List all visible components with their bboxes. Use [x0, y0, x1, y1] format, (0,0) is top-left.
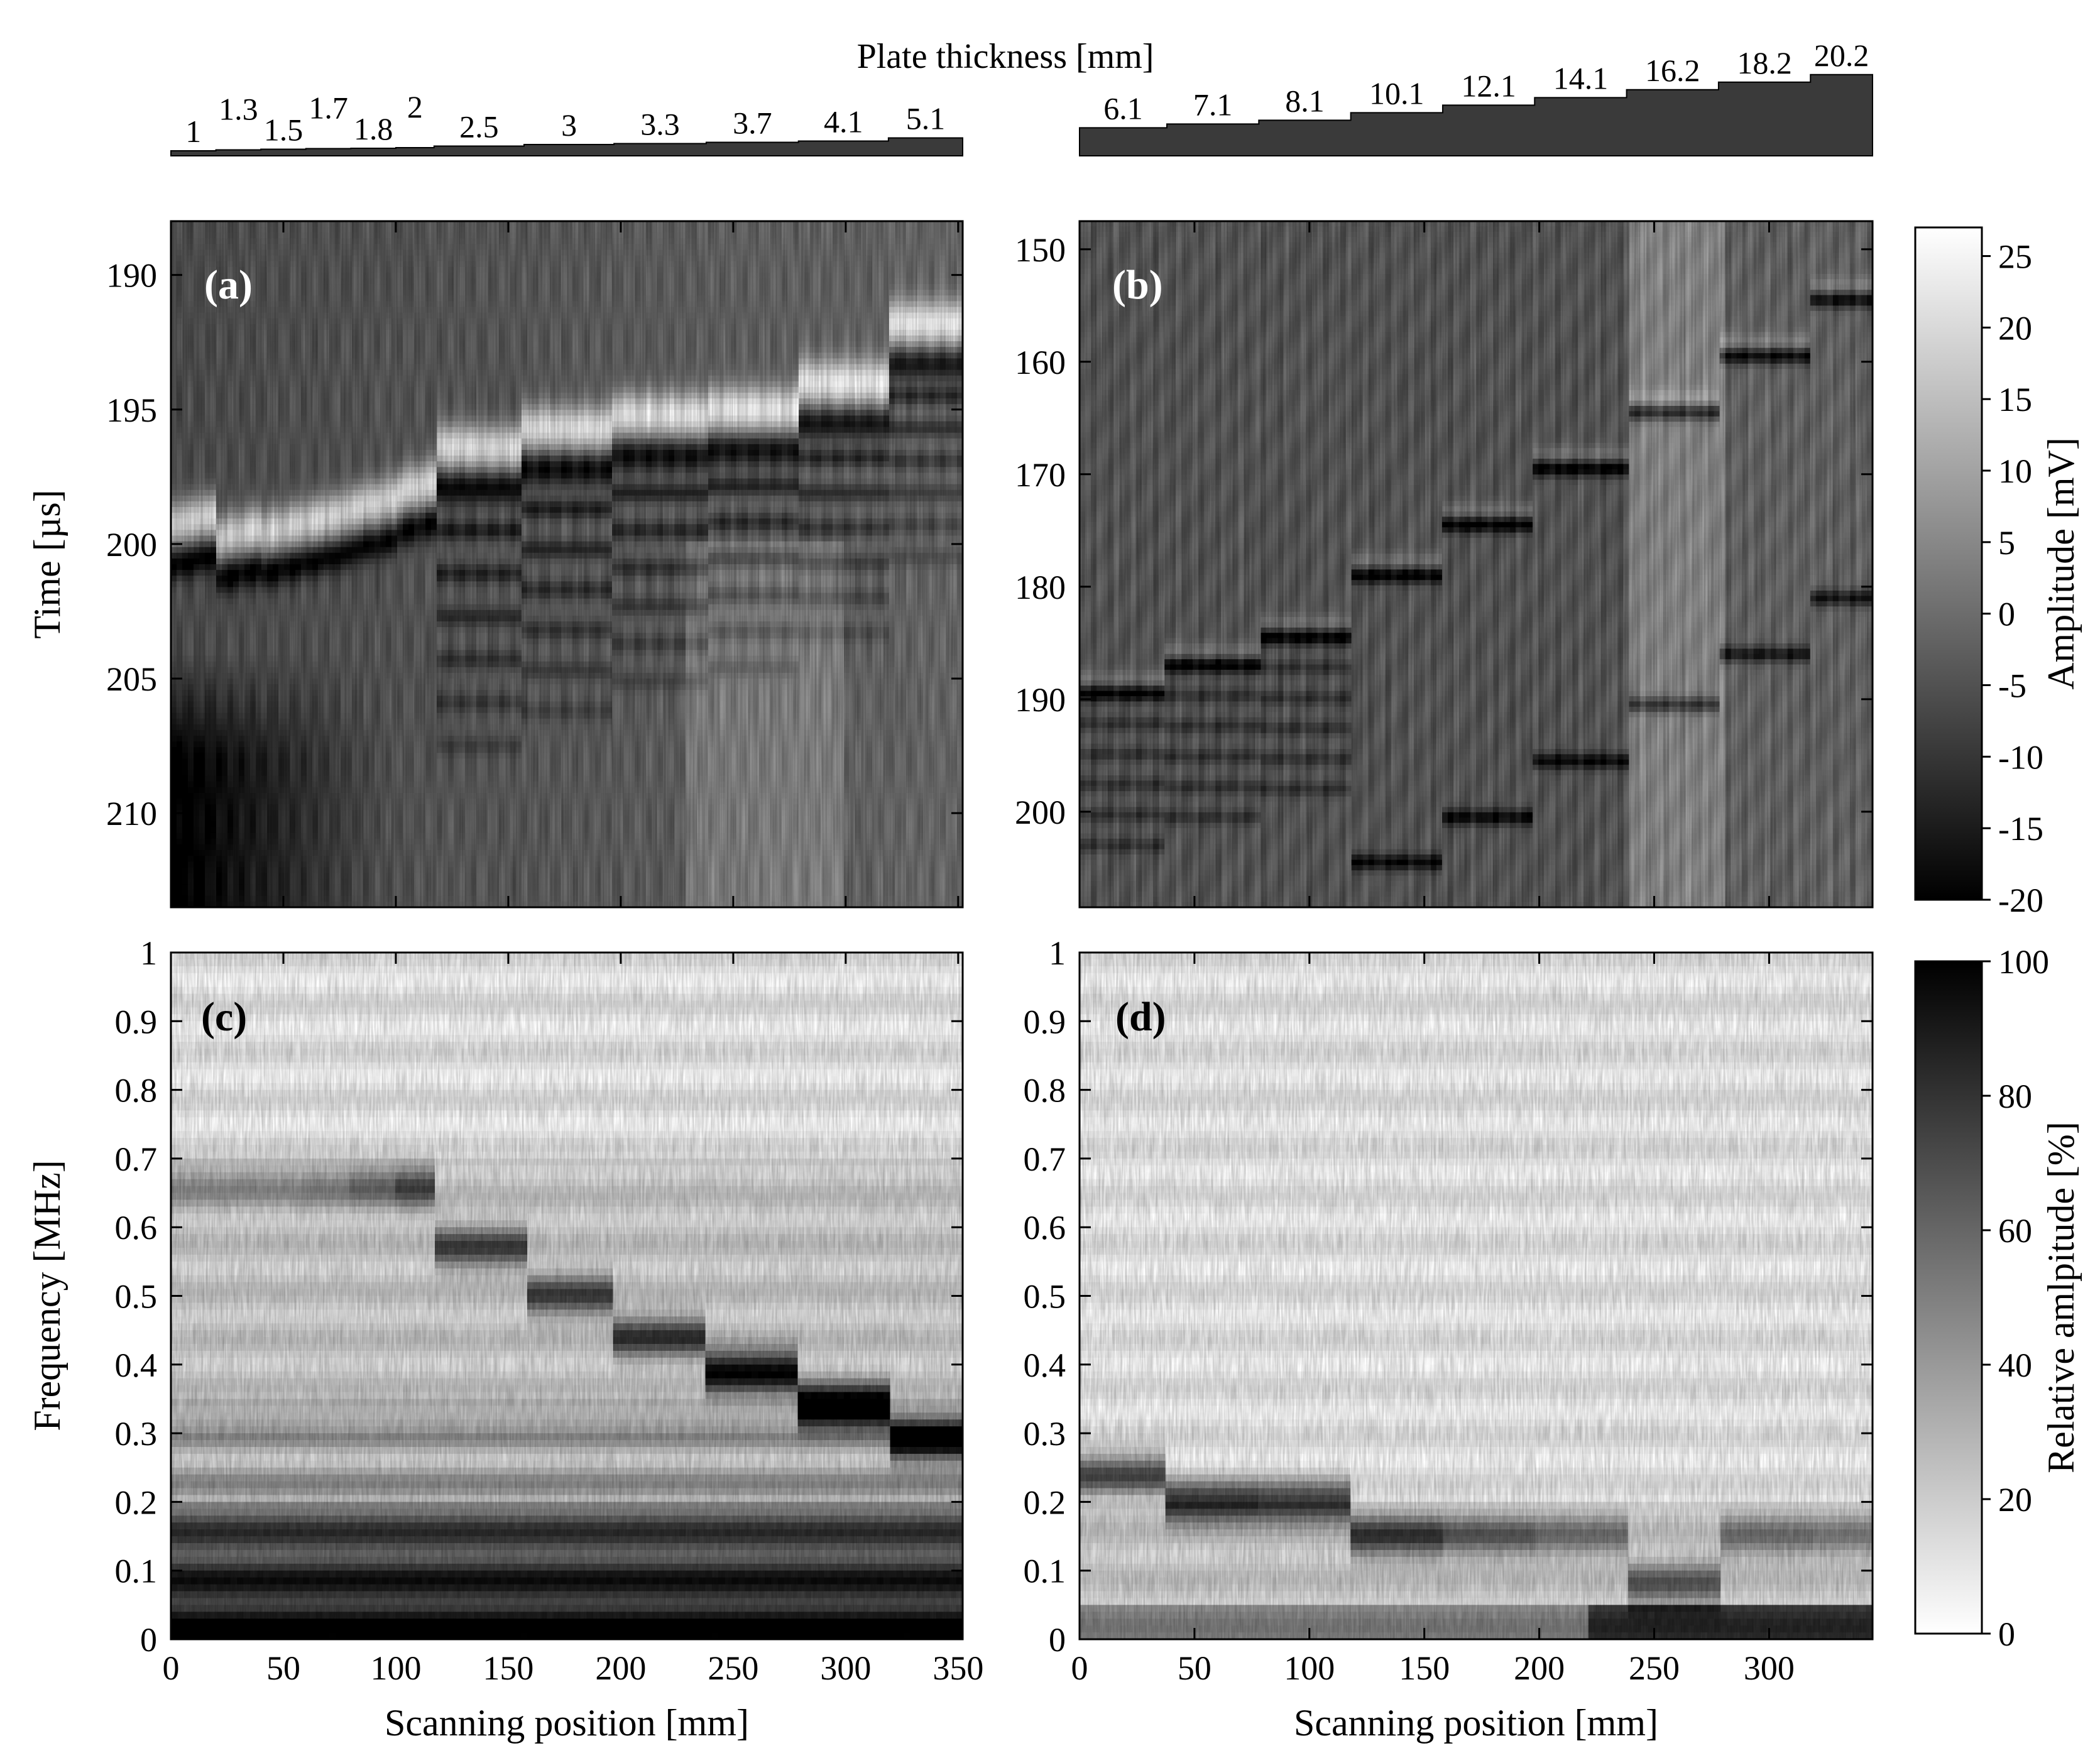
- thickness-label: 12.1: [1461, 68, 1516, 103]
- thickness-title: Plate thickness [mm]: [857, 37, 1154, 76]
- thickness-label: 14.1: [1553, 60, 1609, 96]
- thickness-wedges: 1 1.31.51.71.8 2 2.5 3 3.3 3.7 4.1 5.1 6.1 7.1 8.1 1…: [170, 38, 1873, 156]
- thickness-label: 16.2: [1645, 53, 1700, 88]
- thickness-label: 1.7: [309, 90, 348, 126]
- thickness-label: 1.8: [354, 111, 393, 146]
- thickness-label: 6.1: [1103, 90, 1143, 126]
- thickness-label: 1: [185, 114, 201, 149]
- thickness-label: 2: [407, 89, 423, 124]
- thickness-label: 5.1: [906, 101, 946, 136]
- thickness-label: 8.1: [1285, 83, 1325, 118]
- thickness-label: 1.5: [264, 112, 304, 148]
- thickness-label: 3.3: [640, 107, 680, 142]
- thickness-label: 7.1: [1193, 87, 1233, 122]
- thickness-label: 3.7: [733, 106, 772, 141]
- wedge-left: [170, 137, 963, 156]
- thickness-label: 20.2: [1814, 38, 1869, 73]
- thickness-label: 1.3: [219, 92, 258, 127]
- thickness-label: 2.5: [459, 109, 499, 145]
- thickness-label: 3: [561, 107, 577, 143]
- thickness-label: 18.2: [1737, 45, 1792, 80]
- thickness-label: 10.1: [1369, 75, 1425, 111]
- wedge-right: [1079, 74, 1873, 156]
- thickness-label: 4.1: [824, 104, 863, 139]
